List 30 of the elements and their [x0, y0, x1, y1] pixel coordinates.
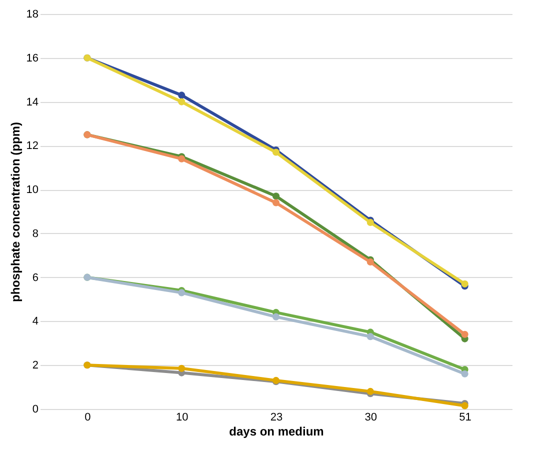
y-tick-label: 6: [32, 272, 38, 284]
y-tick-label: 10: [26, 184, 38, 196]
point: [272, 199, 280, 206]
point: [461, 370, 468, 378]
point: [272, 313, 280, 320]
point: [366, 388, 374, 395]
point: [366, 333, 374, 340]
point: [178, 364, 186, 372]
point: [178, 98, 186, 106]
point: [461, 330, 468, 338]
point: [178, 289, 186, 296]
point: [178, 92, 186, 99]
y-tick-label: 14: [26, 96, 38, 108]
x-tick-label: 30: [364, 412, 378, 424]
point: [461, 280, 468, 288]
x-tick-label: 10: [176, 412, 188, 424]
x-tick-label: 51: [459, 412, 472, 424]
point: [272, 192, 280, 200]
x-tick-label: 23: [270, 412, 283, 424]
y-tick-label: 2: [32, 360, 38, 372]
y-tick-label: 8: [32, 228, 38, 240]
y-tick-label: 18: [26, 8, 38, 20]
point: [461, 402, 468, 410]
y-tick-label: 16: [26, 52, 38, 64]
x-tick-label: 0: [84, 412, 91, 424]
x-axis-title: days on medium: [229, 424, 324, 438]
y-axis-title: phosphate concentration (ppm): [8, 122, 22, 302]
y-tick-label: 12: [26, 140, 38, 152]
y-tick-label: 0: [32, 404, 38, 416]
y-tick-label: 4: [32, 316, 38, 328]
